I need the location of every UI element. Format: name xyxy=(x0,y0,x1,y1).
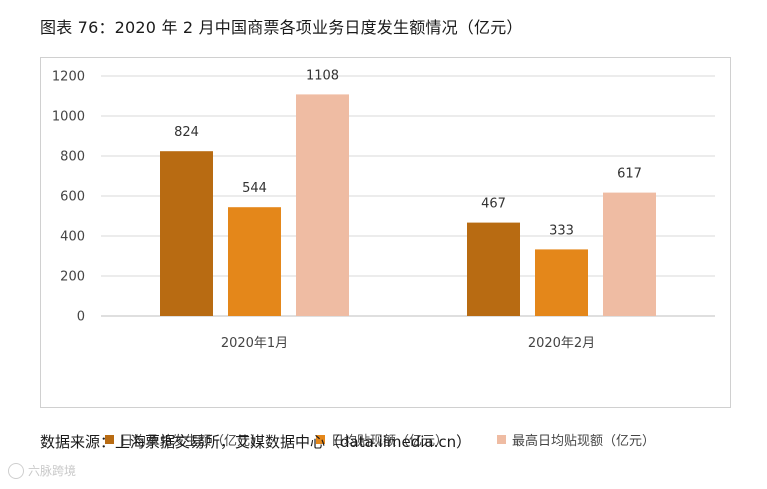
watermark-text: 六脉跨境 xyxy=(28,464,77,478)
legend-swatch-accept xyxy=(105,435,114,444)
bar xyxy=(535,249,588,316)
data-label: 544 xyxy=(242,181,267,196)
data-label: 333 xyxy=(549,223,574,238)
legend-swatch-max-discount xyxy=(497,435,506,444)
y-tick-label: 200 xyxy=(60,270,85,285)
legend-label-max-discount: 最高日均贴现额（亿元） xyxy=(512,434,656,449)
chart-frame: 0 200 400 600 800 1000 1200 824 544 1108 2020年1月 46… xyxy=(40,57,731,449)
watermark: 六脉跨境 xyxy=(8,462,76,479)
figure-title: 图表 76：2020 年 2 月中国商票各项业务日度发生额情况（亿元） xyxy=(40,18,523,37)
source-note: 数据来源：上海票据交易所，艾媒数据中心（data.iimedia.cn） xyxy=(40,433,472,451)
bar xyxy=(160,151,213,316)
data-label: 824 xyxy=(174,125,199,140)
legend-label-discount: 日均贴现额（亿元） xyxy=(331,434,449,449)
y-tick-label: 800 xyxy=(60,150,85,165)
y-tick-label: 0 xyxy=(77,310,85,325)
y-tick-label: 600 xyxy=(60,190,85,205)
legend-label-accept: 日均承兑发生额（亿元） xyxy=(120,434,264,449)
legend-item-max-discount: 最高日均贴现额（亿元） xyxy=(497,430,655,449)
bar xyxy=(228,207,281,316)
bar xyxy=(467,222,520,316)
legend-item-discount: 日均贴现额（亿元） xyxy=(316,430,448,449)
data-label: 467 xyxy=(481,197,506,212)
x-tick-label: 2020年2月 xyxy=(528,336,595,351)
data-label: 617 xyxy=(617,167,642,182)
watermark-logo-icon xyxy=(8,462,24,479)
y-tick-label: 1200 xyxy=(52,70,85,85)
y-tick-label: 400 xyxy=(60,230,85,245)
bar xyxy=(603,192,656,316)
data-label: 1108 xyxy=(306,68,339,83)
x-tick-label: 2020年1月 xyxy=(221,336,288,351)
legend-item-accept: 日均承兑发生额（亿元） xyxy=(105,430,263,449)
y-tick-label: 1000 xyxy=(52,110,85,125)
bar-chart: 0 200 400 600 800 1000 1200 824 544 1108 2020年1月 46… xyxy=(52,68,715,351)
legend-swatch-discount xyxy=(316,435,325,444)
bar xyxy=(296,94,349,317)
